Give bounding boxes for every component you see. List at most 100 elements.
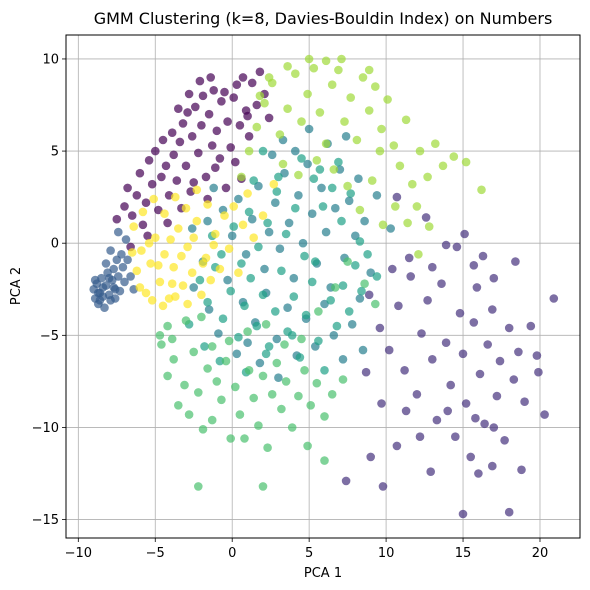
data-point <box>244 366 254 375</box>
data-point <box>274 172 283 182</box>
data-point <box>198 259 208 268</box>
data-point <box>477 185 486 195</box>
data-point <box>357 286 366 296</box>
data-point <box>351 261 360 270</box>
data-point <box>327 183 337 193</box>
data-point <box>341 476 351 486</box>
data-point <box>403 218 412 228</box>
data-point <box>118 262 128 272</box>
y-axis-ticks: −15 −10 −5 0 5 10 <box>32 52 66 528</box>
data-point <box>249 393 258 403</box>
data-point <box>414 250 423 259</box>
data-point <box>307 209 317 218</box>
data-point <box>135 168 145 178</box>
data-point <box>244 207 254 217</box>
data-point <box>452 242 462 252</box>
data-point <box>388 264 397 274</box>
data-point <box>304 54 314 64</box>
data-point <box>95 296 105 305</box>
data-point <box>504 507 514 517</box>
x-tick-label: −10 <box>65 546 92 561</box>
data-point <box>232 349 242 359</box>
data-point <box>90 275 100 285</box>
data-point <box>331 203 340 213</box>
data-point <box>211 229 220 239</box>
data-point <box>267 150 277 160</box>
data-point <box>377 124 386 134</box>
data-point <box>451 432 460 442</box>
data-point <box>138 220 148 230</box>
data-point <box>198 91 208 101</box>
data-point <box>110 294 120 303</box>
data-point <box>220 87 229 97</box>
data-point <box>187 224 197 233</box>
data-point <box>181 316 191 325</box>
data-point <box>207 342 217 351</box>
data-point <box>389 141 399 150</box>
data-point <box>126 272 135 281</box>
data-point <box>171 292 180 301</box>
data-point <box>215 154 225 163</box>
data-point <box>283 303 292 313</box>
data-point <box>338 355 348 364</box>
data-point <box>412 390 422 399</box>
data-point <box>428 355 437 364</box>
data-point <box>161 161 171 171</box>
data-point <box>346 93 356 102</box>
data-point <box>229 222 238 231</box>
data-point <box>297 154 306 163</box>
data-point <box>231 382 240 392</box>
data-point <box>337 54 346 64</box>
data-point <box>329 331 339 340</box>
data-point <box>169 150 178 160</box>
data-point <box>311 257 320 266</box>
data-point <box>218 314 228 324</box>
data-point <box>191 102 200 112</box>
data-point <box>540 410 549 419</box>
data-point <box>347 320 357 329</box>
data-point <box>511 257 520 266</box>
data-point <box>366 452 376 462</box>
data-point <box>378 482 388 491</box>
data-point <box>171 192 180 202</box>
data-point <box>183 299 192 309</box>
data-point <box>384 345 394 355</box>
data-point <box>226 434 235 443</box>
data-point <box>252 122 262 132</box>
data-point <box>269 179 279 189</box>
data-point <box>180 380 189 390</box>
data-point <box>203 216 212 226</box>
data-point <box>215 264 225 274</box>
data-point <box>255 67 265 77</box>
data-point <box>229 93 238 102</box>
data-point <box>443 406 453 416</box>
cluster-1-points <box>341 192 559 519</box>
data-point <box>495 356 505 366</box>
data-point <box>360 279 369 289</box>
data-point <box>144 238 154 248</box>
data-point <box>141 288 151 298</box>
data-point <box>249 176 258 185</box>
data-point <box>226 143 235 152</box>
data-point <box>469 318 479 327</box>
data-point <box>367 176 377 185</box>
data-point <box>114 272 123 281</box>
data-point <box>258 482 268 491</box>
data-point <box>115 286 125 296</box>
data-point <box>120 277 129 287</box>
data-point <box>101 259 111 268</box>
data-point <box>163 321 172 331</box>
data-point <box>264 73 274 82</box>
data-point <box>346 189 356 198</box>
data-point <box>321 56 331 66</box>
data-point <box>109 264 118 274</box>
data-point <box>504 323 514 333</box>
data-point <box>315 108 325 117</box>
data-point <box>149 194 158 204</box>
data-point <box>249 233 258 242</box>
data-point <box>223 275 232 285</box>
data-point <box>371 299 380 309</box>
data-point <box>254 421 263 430</box>
data-point <box>123 183 132 193</box>
data-point <box>334 65 343 75</box>
